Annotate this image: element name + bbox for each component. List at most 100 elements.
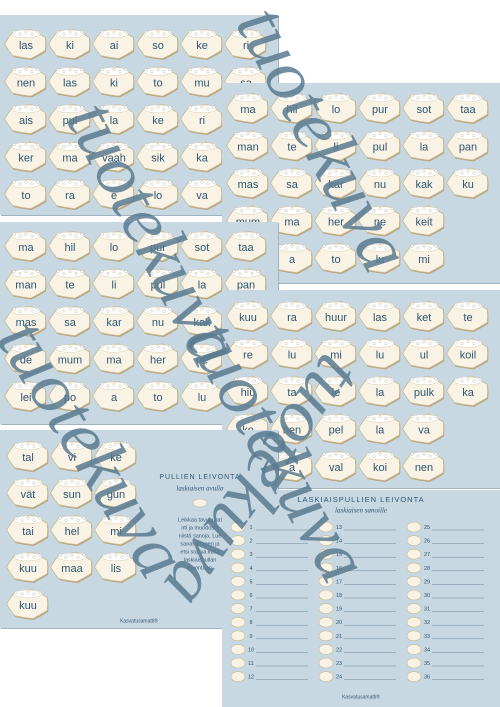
syllable: kuu	[239, 312, 257, 324]
sugar-dot	[232, 270, 236, 274]
list-bun	[318, 562, 334, 574]
syllable-bun: to	[314, 242, 357, 274]
list-number: 21	[336, 634, 342, 640]
sugar-dot	[234, 302, 238, 306]
sugar-dot	[112, 30, 116, 34]
syllable-bun: pur	[136, 230, 179, 262]
sugar-dot	[256, 68, 260, 72]
sugar-dot	[188, 345, 192, 349]
syllable-bun: ki	[92, 66, 135, 98]
bun-crumb-top	[13, 478, 43, 488]
sugar-dot	[168, 105, 172, 109]
sugar-dot	[188, 270, 192, 274]
syllable: koi	[373, 462, 387, 474]
bun-crumb-top	[187, 344, 217, 353]
bun-crumb-top	[233, 131, 263, 140]
syllable: ku	[462, 179, 474, 191]
sugar-dot	[454, 377, 458, 381]
sugar-dot	[212, 307, 216, 311]
sugar-dot	[378, 244, 382, 248]
sugar-dot	[194, 145, 198, 149]
sugar-dot	[334, 452, 338, 456]
sugar-dot	[112, 345, 116, 349]
bun-crumb-top	[365, 301, 395, 311]
syllable: sa	[64, 317, 77, 329]
sugar-dot	[112, 105, 116, 109]
sugar-dot	[238, 234, 242, 238]
sugar-dot	[390, 207, 394, 211]
sugar-dot	[366, 377, 370, 381]
sugar-dot	[38, 590, 42, 594]
sugar-dot	[82, 479, 86, 483]
sugar-dot	[70, 516, 74, 520]
sugar-dot	[124, 143, 128, 147]
bun-crumb-top	[13, 441, 43, 451]
bun-crumb-top	[187, 231, 217, 241]
syllable-bun: ki	[48, 28, 91, 60]
list-bun	[230, 576, 246, 587]
syllable-bun: ra	[48, 178, 91, 210]
list-number: 30	[424, 593, 430, 599]
sugar-dot	[390, 340, 394, 344]
sugar-dot	[144, 143, 148, 147]
sugar-dot	[168, 345, 172, 349]
list-item: 13	[318, 521, 396, 533]
bun-crumb-top	[187, 381, 217, 391]
bun-crumb-top	[55, 142, 85, 151]
sugar-dot	[428, 417, 432, 421]
list-bun	[406, 548, 422, 560]
sugar-dot	[150, 182, 154, 186]
bun-crumb-top	[55, 231, 85, 241]
sugar-dot	[124, 307, 128, 311]
list-item: 16	[318, 562, 396, 574]
bun-crumb-top	[99, 67, 129, 76]
sugar-dot	[428, 96, 432, 100]
syllable-bun: ra	[270, 300, 313, 332]
syllable: mi	[330, 349, 342, 361]
sugar-dot	[24, 382, 28, 386]
syllable: gun	[107, 489, 125, 501]
sugar-dot	[460, 96, 464, 100]
sugar-dot	[206, 234, 210, 238]
sugar-dot	[284, 171, 288, 175]
syllable: lo	[154, 190, 163, 202]
syllable-bun: hiu	[226, 375, 269, 407]
sugar-dot	[422, 452, 426, 456]
syllable: ri	[199, 115, 205, 127]
bun-crumb-top	[99, 381, 129, 391]
sugar-dot	[74, 70, 78, 74]
syllable-bun: pul	[358, 130, 401, 162]
sugar-dot	[194, 182, 198, 186]
syllable: lu	[376, 254, 385, 266]
sugar-dot	[346, 94, 350, 98]
bun-crumb-top	[365, 131, 395, 140]
syllable: pur	[372, 104, 388, 116]
syllable: la	[110, 115, 119, 127]
sugar-dot	[322, 244, 326, 248]
sugar-dot	[112, 382, 116, 386]
sugar-dot	[428, 246, 432, 250]
bun-crumb-top	[365, 414, 395, 423]
sugar-dot	[454, 169, 458, 173]
list-number: 36	[424, 675, 430, 681]
sugar-dot	[384, 246, 388, 250]
sugar-dot	[62, 234, 66, 238]
sugar-dot	[80, 105, 84, 109]
sugar-dot	[246, 302, 250, 306]
sugar-dot	[290, 94, 294, 98]
bun-crumb-top	[57, 441, 87, 451]
list-number: 34	[424, 647, 430, 653]
syllable-bun: tai	[6, 514, 49, 546]
bun-crumb-top	[453, 131, 483, 140]
sugar-dot	[36, 180, 40, 184]
syllable-bun: nu	[358, 167, 401, 199]
bun-crumb-top	[453, 376, 483, 386]
sugar-dot	[168, 382, 172, 386]
sugar-dot	[428, 134, 432, 138]
syllable: te	[65, 279, 74, 291]
syllable-bun: hel	[50, 514, 93, 546]
sugar-dot	[120, 444, 124, 448]
sugar-dot	[212, 270, 216, 274]
sugar-dot	[278, 207, 282, 211]
sugar-dot	[18, 309, 22, 313]
